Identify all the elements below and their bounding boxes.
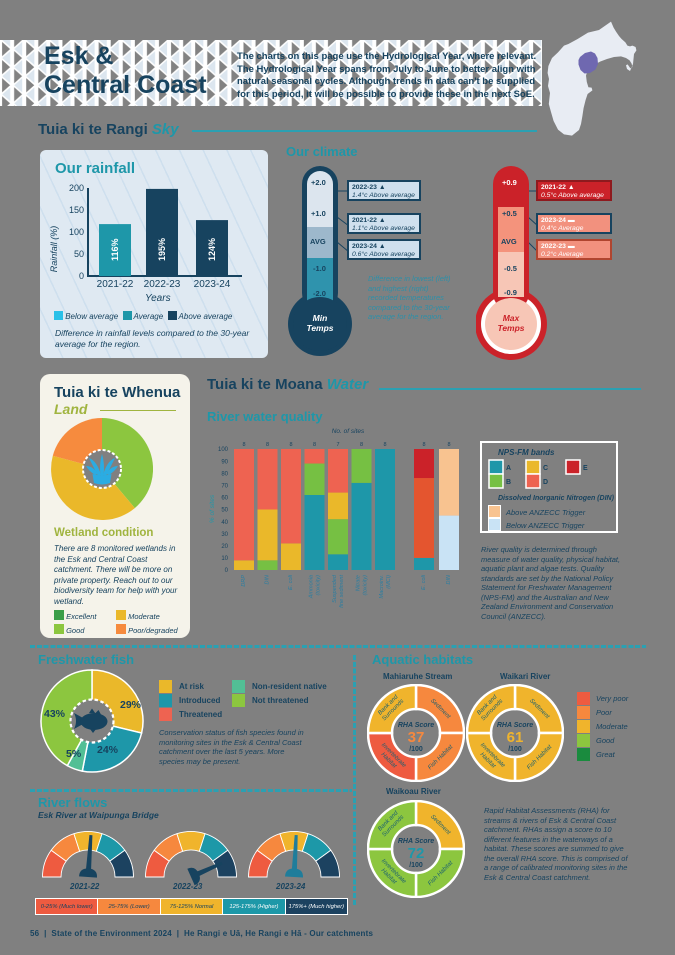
svg-text:8: 8 [422,442,425,448]
svg-text:AVG: AVG [310,237,326,246]
svg-text:A: A [506,465,511,472]
svg-text:Nitrate: Nitrate [356,575,362,591]
svg-text:DIN: DIN [446,575,452,585]
svg-text:(toxicity): (toxicity) [316,575,322,596]
svg-text:29%: 29% [120,699,142,711]
svg-text:Temps: Temps [306,323,333,333]
svg-text:No. of sites: No. of sites [332,428,365,435]
svg-text:/100: /100 [409,862,423,869]
svg-text:/100: /100 [508,746,522,753]
svg-text:E. coli: E. coli [288,574,294,590]
svg-text:30: 30 [221,532,228,538]
svg-text:E. coli: E. coli [421,574,427,590]
svg-text:AVG: AVG [501,237,517,246]
svg-text:24%: 24% [97,744,119,756]
svg-text:Temps: Temps [497,323,524,333]
svg-text:8: 8 [383,442,386,448]
svg-text:-0.9: -0.9 [504,288,517,297]
svg-text:+0.9: +0.9 [502,178,517,187]
svg-text:(MCI): (MCI) [386,575,392,589]
svg-text:E: E [583,465,588,472]
svg-text:% of sites: % of sites [209,494,216,523]
svg-text:D: D [543,479,548,486]
svg-text:40: 40 [221,520,228,526]
svg-text:100: 100 [218,447,229,453]
svg-text:80: 80 [221,471,228,477]
svg-text:8: 8 [289,442,292,448]
svg-text:5%: 5% [66,748,82,760]
svg-text:RHA Score: RHA Score [497,722,533,729]
svg-text:/100: /100 [409,746,423,753]
svg-text:-1.0: -1.0 [313,264,326,273]
svg-text:50: 50 [221,508,228,514]
svg-text:7: 7 [336,442,339,448]
svg-text:+0.5: +0.5 [502,209,517,218]
svg-text:70: 70 [221,484,228,490]
svg-text:0: 0 [225,568,229,574]
svg-text:43%: 43% [44,708,66,720]
svg-text:8: 8 [266,442,269,448]
svg-text:B: B [506,479,511,486]
svg-text:8: 8 [242,442,245,448]
svg-text:fine sediment: fine sediment [339,575,345,608]
svg-text:61: 61 [507,729,524,746]
svg-text:RHA Score: RHA Score [398,722,434,729]
svg-text:72: 72 [408,845,425,862]
svg-text:8: 8 [447,442,450,448]
svg-text:-0.5: -0.5 [504,264,517,273]
svg-text:Min: Min [313,313,328,323]
svg-text:Ammonia: Ammonia [309,575,315,599]
svg-text:Suspended: Suspended [332,574,338,603]
svg-text:+1.0: +1.0 [311,209,326,218]
svg-text:+2.0: +2.0 [311,178,326,187]
svg-text:-2.0: -2.0 [313,289,326,298]
svg-text:10: 10 [221,556,228,562]
svg-text:37: 37 [408,729,425,746]
svg-text:Macroinv.: Macroinv. [379,575,385,599]
svg-text:Max: Max [503,313,521,323]
svg-text:(toxicity): (toxicity) [363,575,369,596]
svg-text:60: 60 [221,496,228,502]
svg-text:DRP: DRP [241,575,247,587]
svg-text:C: C [543,465,548,472]
svg-text:8: 8 [313,442,316,448]
svg-text:DIN: DIN [265,575,271,585]
svg-text:20: 20 [221,544,228,550]
svg-text:RHA Score: RHA Score [398,838,434,845]
svg-text:8: 8 [360,442,363,448]
svg-text:90: 90 [221,459,228,465]
